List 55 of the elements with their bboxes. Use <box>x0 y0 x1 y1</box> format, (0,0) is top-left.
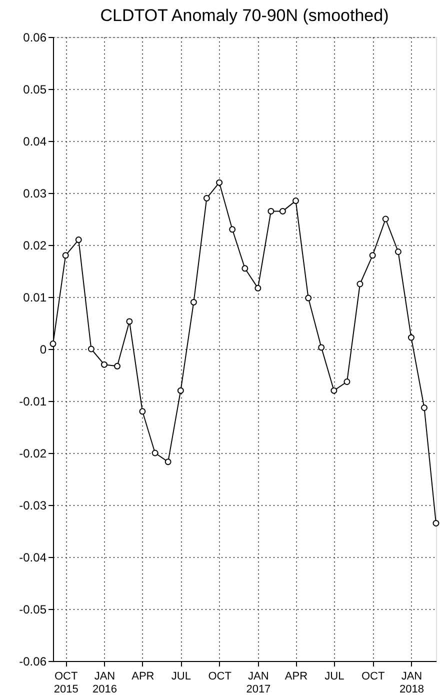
point <box>177 387 184 394</box>
y-tick-label: 0.04 <box>23 134 47 148</box>
point <box>216 179 223 186</box>
x-tick-label: APR <box>132 670 154 682</box>
point <box>344 378 350 385</box>
point <box>139 408 146 415</box>
point <box>203 194 210 202</box>
point <box>242 265 248 272</box>
x-tick-label: JUL <box>324 670 344 682</box>
x-tick-label: OCT <box>361 670 385 682</box>
y-tick-label: -0.01 <box>19 394 47 408</box>
point <box>152 450 158 456</box>
y-tick-label: -0.02 <box>19 446 47 460</box>
y-tick-label: 0.06 <box>23 30 47 44</box>
x-tick-label: JUL <box>171 670 191 682</box>
point <box>164 458 172 466</box>
point <box>62 252 69 259</box>
point <box>369 252 376 259</box>
x-tick-label: APR <box>284 670 308 682</box>
point <box>356 280 364 288</box>
point <box>394 248 402 255</box>
point <box>229 226 236 233</box>
x-tick-label: JAN 2017 <box>246 670 271 695</box>
y-tick-label: 0 <box>40 342 47 356</box>
x-tick-label: OCT 2015 <box>54 670 78 695</box>
point <box>114 362 120 370</box>
y-tick-label: 0.01 <box>23 290 47 304</box>
y-tick-label: 0.02 <box>23 238 47 252</box>
point <box>100 361 108 368</box>
y-tick-label: -0.03 <box>19 498 47 512</box>
point <box>254 284 262 292</box>
point <box>292 198 299 204</box>
x-tick-label: JAN 2018 <box>399 670 424 695</box>
x-tick-label: OCT <box>208 670 232 682</box>
point <box>318 344 325 351</box>
point <box>382 216 389 222</box>
point <box>432 520 440 526</box>
point <box>268 208 274 214</box>
y-tick-label: -0.04 <box>19 550 47 564</box>
point <box>88 346 94 352</box>
point <box>50 340 56 348</box>
y-tick-label: 0.03 <box>23 186 47 200</box>
chart-title: CLDTOT Anomaly 70-90N (smoothed) <box>100 6 389 25</box>
point <box>330 387 338 394</box>
point <box>305 294 312 302</box>
y-tick-label: -0.06 <box>19 654 47 668</box>
point <box>421 404 428 411</box>
x-tick-label: JAN 2016 <box>92 670 117 695</box>
point <box>126 318 133 325</box>
y-tick-label: 0.05 <box>23 82 47 96</box>
point <box>408 334 414 341</box>
point <box>279 208 286 214</box>
y-tick-label: -0.05 <box>19 602 47 616</box>
point <box>190 298 197 306</box>
point <box>75 236 82 244</box>
